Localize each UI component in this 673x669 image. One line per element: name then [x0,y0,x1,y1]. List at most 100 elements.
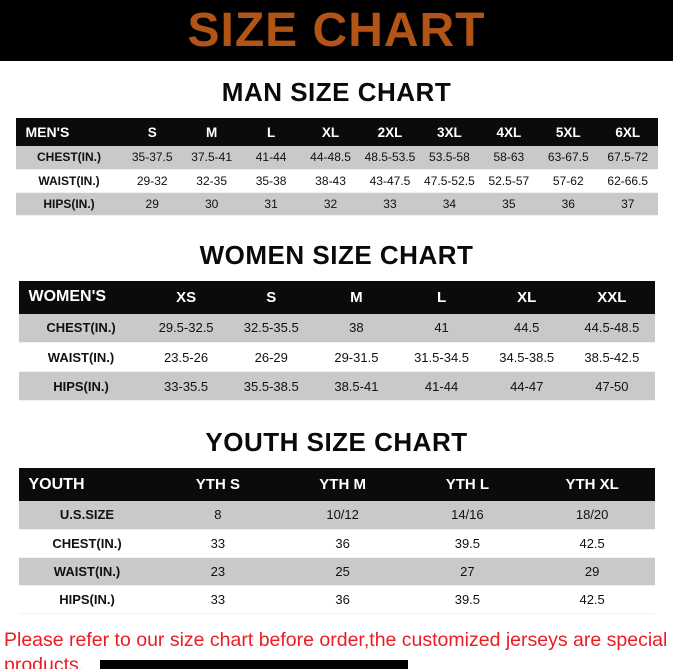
data-cell: 47.5-52.5 [424,173,475,188]
row-label: HIPS(IN.) [53,378,109,394]
data-cell: 41 [434,320,449,336]
data-cell: 31 [264,196,278,211]
data-cell: 35.5-38.5 [243,378,299,394]
row-label: HIPS(IN.) [59,591,115,607]
data-cell: 29-31.5 [334,349,379,365]
table-row: HIPS(IN.) 33-35.5 35.5-38.5 38.5-41 41-44 44-… [18,371,655,401]
youth-size-section: YOUTH SIZE CHART YOUTH YTH S YTH M YTH L YTH… [0,427,673,614]
data-cell: 23.5-26 [164,349,209,365]
data-cell: 29-32 [136,173,168,188]
title-banner: SIZE CHART [0,0,673,61]
data-cell: 44.5-48.5 [584,320,640,336]
youth-size-table: YOUTH YTH S YTH M YTH L YTH XL U.S.SIZE 8 10/12… [18,468,655,614]
data-cell: 38.5-41 [334,378,379,394]
data-cell: 53.5-58 [429,150,470,165]
data-cell: 38.5-42.5 [584,349,640,365]
data-cell: 34 [442,196,457,211]
data-cell: 29.5-32.5 [158,320,214,336]
table-row: CHEST(IN.) 29.5-32.5 32.5-35.5 38 41 44.5 44.5… [18,313,655,343]
size-header-cell: S [122,118,182,146]
data-cell: 32.5-35.5 [243,320,299,336]
data-cell: 32-35 [196,173,227,188]
man-size-heading: MAN SIZE CHART [221,77,452,107]
size-header-cell: M [181,118,242,146]
data-cell: 44-47 [510,378,544,394]
table-row: CHEST(IN.) 33 36 39.5 42.5 [18,529,655,557]
size-header-cell: YTH XL [529,468,655,501]
row-label: WAIST(IN.) [38,173,100,188]
table-row: WAIST(IN.) 23 25 27 29 [18,557,655,585]
data-cell: 38 [349,320,364,336]
data-cell: 33 [383,196,397,211]
order-notice: Please refer to our size chart before or… [4,628,669,669]
size-header-cell: YTH L [405,468,530,501]
row-label: WAIST(IN.) [53,563,121,579]
women-size-section: WOMEN SIZE CHART WOMEN'S XS S M L XL XXL CHEST(… [0,240,673,402]
data-cell: 25 [335,563,350,579]
table-title-cell: WOMEN'S [18,280,144,314]
data-cell: 36 [561,196,575,211]
data-cell: 43-47.5 [369,173,411,188]
data-cell: 30 [204,196,219,211]
table-row: HIPS(IN.) 29 30 31 32 33 34 35 36 37 [15,192,658,215]
data-cell: 34.5-38.5 [499,349,555,365]
table-row: U.S.SIZE 8 10/12 14/16 18/20 [18,501,655,529]
size-header-cell: XS [143,280,229,314]
size-header-cell: 3XL [419,118,480,146]
data-cell: 14/16 [451,507,484,523]
data-cell: 42.5 [579,591,605,607]
data-cell: 33 [210,591,226,607]
women-size-heading: WOMEN SIZE CHART [199,239,474,270]
data-cell: 8 [214,507,222,523]
data-cell: 42.5 [579,535,605,551]
data-cell: 58-63 [493,150,525,165]
man-size-table: MEN'S S M L XL 2XL 3XL 4XL 5XL 6XL CHEST(IN.) 35-37… [15,118,658,216]
size-header-cell: S [228,280,314,314]
data-cell: 47-50 [595,378,629,394]
data-cell: 33-35.5 [164,378,209,394]
table-title-cell: YOUTH [18,468,156,501]
size-header-cell: XL [300,118,361,146]
row-label: WAIST(IN.) [47,349,115,365]
data-cell: 37.5-41 [191,150,232,165]
table-row: WAIST(IN.) 29-32 32-35 35-38 38-43 43-47.5 47.… [15,169,658,192]
data-cell: 35 [502,196,516,211]
table-row: HIPS(IN.) 33 36 39.5 42.5 [18,585,655,613]
table-row: CHEST(IN.) 35-37.5 37.5-41 41-44 44-48.5 48.5… [15,146,658,169]
data-cell: 32 [323,196,338,211]
data-cell: 36 [335,591,350,607]
data-cell: 36 [335,535,350,551]
data-cell: 37 [621,196,635,211]
data-cell: 63-67.5 [547,150,589,165]
data-cell: 44-48.5 [310,150,351,165]
size-header-cell: XL [484,280,570,314]
data-cell: 67.5-72 [607,150,649,165]
row-label: CHEST(IN.) [37,150,101,165]
size-header-row: MEN'S S M L XL 2XL 3XL 4XL 5XL 6XL [15,118,658,146]
women-size-table: WOMEN'S XS S M L XL XXL CHEST(IN.) 29.5-32.5 32.5… [18,280,655,402]
data-cell: 29 [145,196,159,211]
data-cell: 35-38 [255,173,287,188]
page-title: SIZE CHART [187,3,486,57]
data-cell: 33 [210,535,226,551]
size-header-cell: XXL [569,280,655,314]
data-cell: 18/20 [575,507,609,523]
size-header-cell: YTH S [155,468,281,501]
size-header-cell: YTH M [280,468,405,501]
data-cell: 23 [210,563,226,579]
size-header-cell: 6XL [598,118,658,146]
data-cell: 44.5 [514,320,540,336]
row-label: CHEST(IN.) [52,535,122,551]
data-cell: 62-66.5 [607,173,649,188]
row-label: HIPS(IN.) [43,196,95,211]
data-cell: 41-44 [255,150,287,165]
data-cell: 39.5 [454,591,481,607]
size-header-cell: 4XL [479,118,539,146]
data-cell: 52.5-57 [488,173,530,188]
data-cell: 27 [460,563,475,579]
bottom-banner-strip [100,660,408,669]
man-size-section: MAN SIZE CHART MEN'S S M L XL 2XL 3XL 4XL 5XL 6XL… [0,77,673,216]
size-header-cell: 2XL [360,118,420,146]
data-cell: 26-29 [254,349,288,365]
data-cell: 29 [584,563,600,579]
